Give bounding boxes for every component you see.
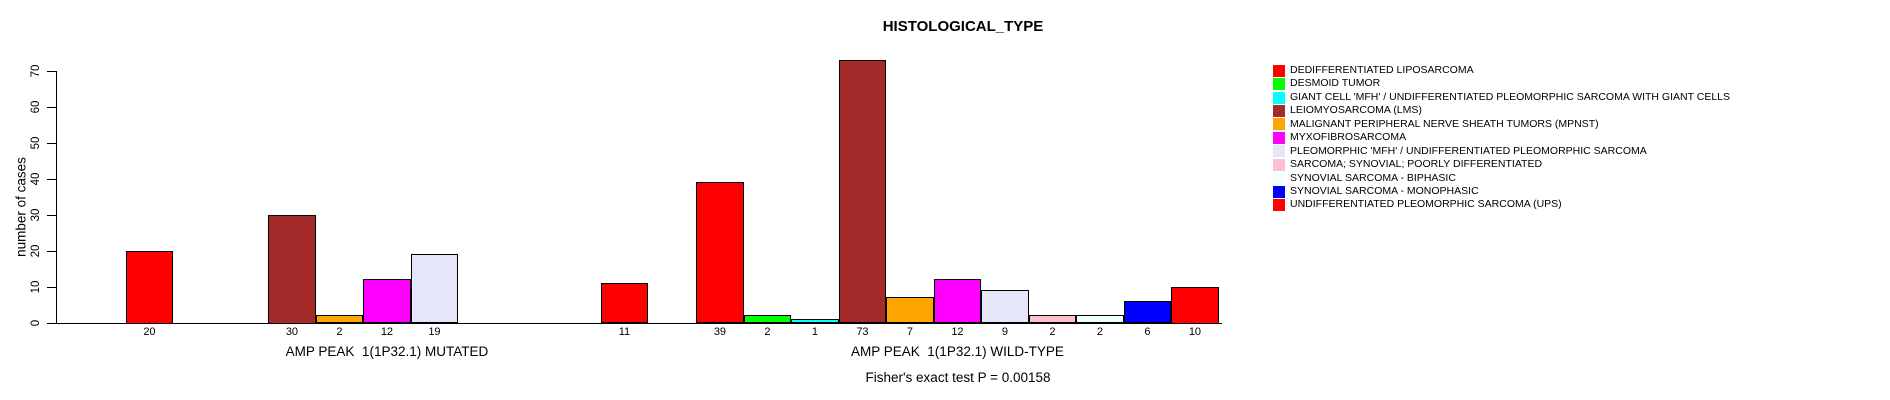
legend-label: SARCOMA; SYNOVIAL; POORLY DIFFERENTIATED — [1290, 158, 1543, 171]
y-axis-line — [56, 70, 57, 324]
legend-swatch — [1273, 172, 1285, 185]
legend-label: MALIGNANT PERIPHERAL NERVE SHEATH TUMORS… — [1290, 117, 1599, 130]
bar-value-label: 10 — [1188, 325, 1202, 338]
legend-item: MALIGNANT PERIPHERAL NERVE SHEATH TUMORS… — [1273, 118, 1730, 131]
legend-swatch — [1273, 78, 1285, 91]
legend-swatch — [1273, 105, 1285, 118]
bar-value-label: 20 — [143, 325, 156, 338]
bar — [838, 59, 887, 324]
y-tick — [47, 322, 56, 324]
legend-swatch — [1273, 199, 1285, 212]
bar-value-label: 2 — [336, 325, 343, 338]
bar-value-label: 11 — [618, 325, 631, 338]
legend-swatch — [1273, 185, 1285, 198]
bar-value-label: 7 — [906, 325, 913, 338]
bar — [315, 315, 364, 324]
y-tick — [47, 214, 56, 216]
legend-label: MYXOFIBROSARCOMA — [1290, 131, 1407, 144]
footer-pvalue: Fisher's exact test P = 0.00158 — [865, 370, 1051, 385]
y-tick — [47, 250, 56, 252]
legend-swatch — [1273, 118, 1285, 131]
legend-label: PLEOMORPHIC 'MFH' / UNDIFFERENTIATED PLE… — [1290, 144, 1647, 157]
legend-item: UNDIFFERENTIATED PLEOMORPHIC SARCOMA (UP… — [1273, 198, 1730, 212]
legend-label: SYNOVIAL SARCOMA - MONOPHASIC — [1290, 184, 1479, 197]
y-tick — [47, 178, 56, 180]
legend-item: MYXOFIBROSARCOMA — [1273, 131, 1730, 144]
legend-label: SYNOVIAL SARCOMA - BIPHASIC — [1290, 171, 1456, 184]
bar-value-label: 2 — [1049, 325, 1056, 338]
legend-label: DESMOID TUMOR — [1290, 77, 1381, 90]
bar-value-label: 39 — [713, 325, 727, 338]
bar — [125, 250, 174, 324]
bar-value-label: 2 — [1096, 325, 1103, 338]
legend-swatch — [1273, 158, 1285, 171]
bar-value-label: 12 — [951, 325, 964, 338]
legend-item: SARCOMA; SYNOVIAL; POORLY DIFFERENTIATED — [1273, 158, 1730, 171]
legend-item: SYNOVIAL SARCOMA - BIPHASIC — [1273, 172, 1730, 185]
legend-label: DEDIFFERENTIATED LIPOSARCOMA — [1290, 64, 1474, 76]
legend-item: PLEOMORPHIC 'MFH' / UNDIFFERENTIATED PLE… — [1273, 145, 1730, 158]
bar — [743, 315, 792, 324]
y-tick — [47, 142, 56, 144]
y-tick — [47, 70, 56, 72]
bar — [933, 279, 982, 324]
legend-swatch — [1273, 131, 1285, 144]
bar — [1076, 315, 1124, 324]
bar-value-label: 1 — [811, 325, 818, 338]
bar — [886, 297, 934, 324]
bar-value-label: 30 — [285, 325, 299, 338]
legend-swatch — [1273, 91, 1285, 104]
bar-value-label: 2 — [764, 325, 771, 338]
legend-label: LEIOMYOSARCOMA (LMS) — [1290, 104, 1422, 117]
bar — [696, 182, 744, 324]
group-label-mutated: AMP PEAK 1(1P32.1) MUTATED — [285, 344, 489, 359]
legend-item: GIANT CELL 'MFH' / UNDIFFERENTIATED PLEO… — [1273, 91, 1730, 104]
bar — [268, 214, 316, 324]
bar-value-label: 6 — [1144, 325, 1151, 338]
y-tick — [47, 106, 56, 108]
bar-value-label: 9 — [1001, 325, 1008, 338]
bar — [363, 279, 411, 324]
bar-value-label: 19 — [428, 325, 441, 338]
bar — [981, 290, 1029, 324]
group-label-wild-type: AMP PEAK 1(1P32.1) WILD-TYPE — [851, 344, 1064, 359]
bar — [600, 282, 649, 324]
bar-value-label: 73 — [856, 325, 869, 338]
y-tick — [47, 286, 56, 288]
legend-item: DESMOID TUMOR — [1273, 77, 1730, 91]
bar — [1171, 286, 1219, 324]
legend-item: SYNOVIAL SARCOMA - MONOPHASIC — [1273, 185, 1730, 198]
legend-item: LEIOMYOSARCOMA (LMS) — [1273, 104, 1730, 118]
bar — [1123, 300, 1172, 324]
legend-label: UNDIFFERENTIATED PLEOMORPHIC SARCOMA (UP… — [1290, 198, 1562, 211]
legend-swatch — [1273, 145, 1285, 158]
chart-title: HISTOLOGICAL_TYPE — [882, 18, 1044, 35]
bar-value-label: 12 — [380, 325, 394, 338]
bar — [1028, 315, 1077, 324]
bar — [791, 318, 839, 324]
legend-swatch — [1273, 64, 1285, 77]
bar — [410, 254, 459, 324]
legend-item: DEDIFFERENTIATED LIPOSARCOMA — [1273, 64, 1730, 77]
legend-label: GIANT CELL 'MFH' / UNDIFFERENTIATED PLEO… — [1290, 90, 1731, 103]
legend: DEDIFFERENTIATED LIPOSARCOMA DESMOID TUMO… — [1273, 64, 1730, 212]
